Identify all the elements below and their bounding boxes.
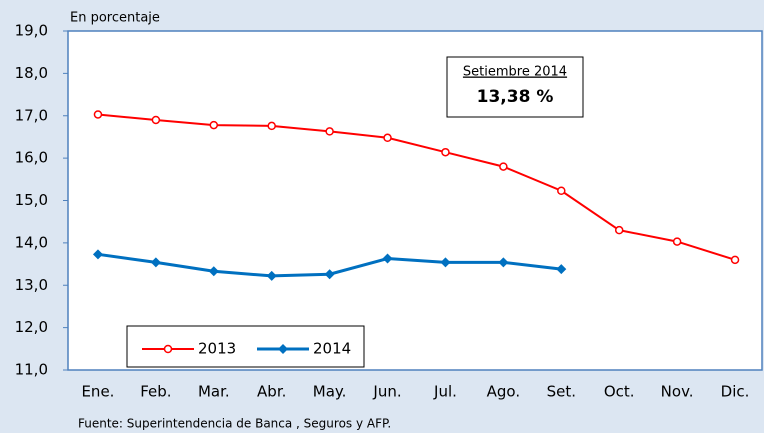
x-tick-label: Jul.	[433, 383, 457, 401]
x-tick-label: May.	[313, 383, 347, 401]
y-tick-label: 11,0	[15, 361, 48, 379]
marker	[441, 147, 450, 157]
y-tick-label: 17,0	[15, 106, 48, 124]
marker	[92, 249, 103, 260]
marker	[266, 270, 277, 281]
marker	[93, 110, 103, 119]
legend-label: 2013	[198, 340, 236, 358]
source: Fuente: Superintendencia de Banca , Segu…	[78, 417, 391, 431]
y-tick-label: 18,0	[15, 64, 48, 82]
x-tick-label: Oct.	[604, 383, 635, 401]
line	[97, 113, 736, 261]
marker	[440, 257, 451, 268]
marker	[672, 237, 682, 246]
y-tick-label: 14,0	[15, 233, 48, 251]
marker	[557, 186, 566, 196]
x-tick-label: Set.	[547, 383, 576, 401]
x-tick-label: Ago.	[487, 383, 520, 401]
plot-area	[67, 30, 763, 371]
marker	[382, 253, 393, 264]
annotation-box	[446, 56, 584, 118]
marker	[556, 264, 567, 275]
legend-marker	[163, 344, 173, 354]
marker	[151, 115, 161, 125]
marker	[267, 121, 276, 131]
marker	[614, 225, 624, 235]
marker	[499, 162, 508, 171]
x-tick-label: Jun.	[372, 383, 401, 401]
legend-marker	[278, 344, 288, 354]
x-tick-label: Ene.	[81, 383, 114, 401]
x-tick-label: Feb.	[140, 383, 171, 401]
marker	[209, 120, 219, 130]
marker	[325, 127, 334, 136]
x-tick-label: Mar.	[198, 383, 230, 401]
marker	[730, 255, 740, 265]
y-tick-label: 12,0	[15, 318, 48, 336]
x-tick-label: Abr.	[257, 383, 286, 401]
y-tick-label: 15,0	[15, 191, 48, 209]
marker	[324, 269, 335, 280]
marker	[498, 257, 509, 268]
marker	[208, 266, 219, 277]
annotation-title: Setiembre 2014	[463, 65, 567, 80]
legend-label: 2014	[313, 340, 351, 358]
x-tick-label: Nov.	[661, 383, 694, 401]
annotation-value: 13,38 %	[477, 87, 554, 107]
marker	[150, 257, 161, 268]
marker	[383, 133, 392, 143]
y-tick-label: 13,0	[15, 276, 48, 294]
y-tick-label: 16,0	[15, 149, 48, 167]
x-tick-label: Dic.	[721, 383, 750, 401]
y-axis-label: En porcentaje	[70, 11, 160, 26]
y-tick-label: 19,0	[15, 22, 48, 40]
